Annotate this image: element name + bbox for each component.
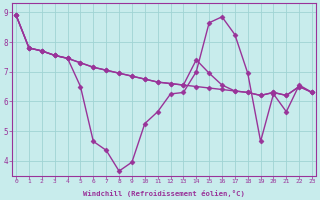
X-axis label: Windchill (Refroidissement éolien,°C): Windchill (Refroidissement éolien,°C) (83, 190, 245, 197)
